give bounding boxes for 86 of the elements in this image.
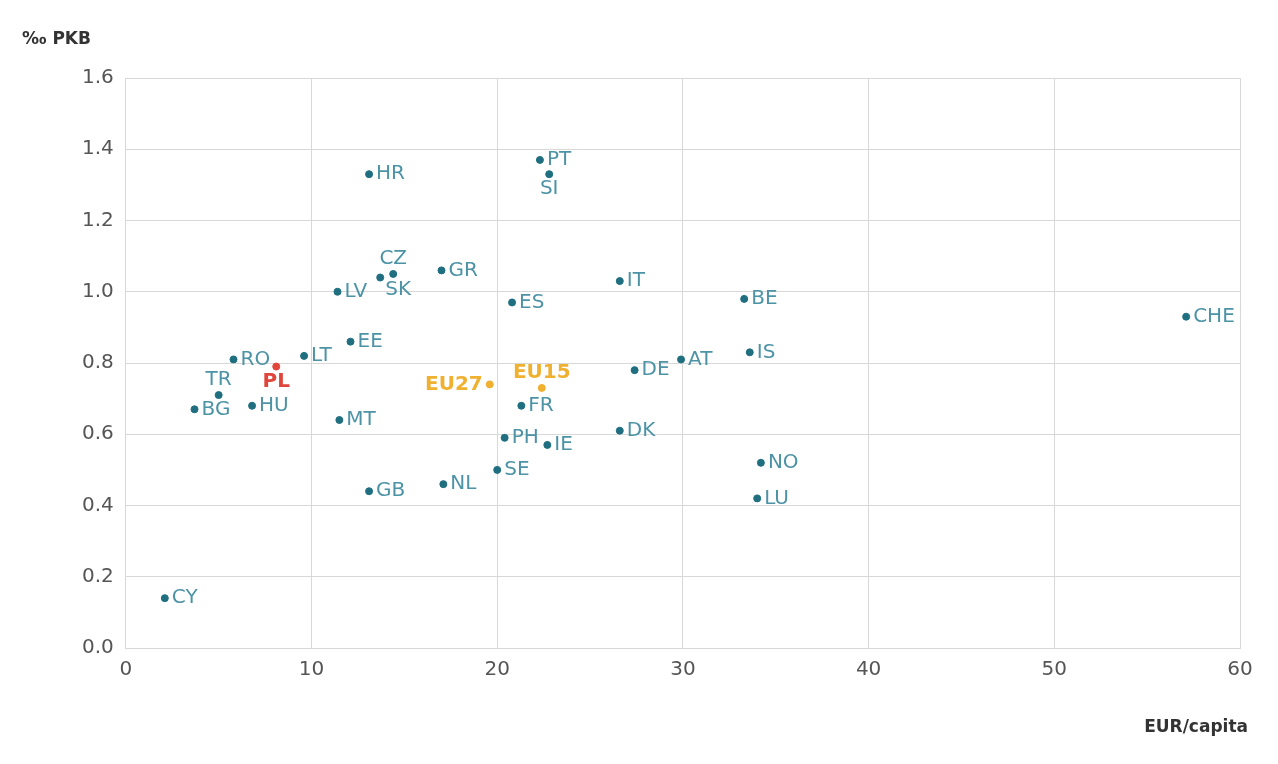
annotation: HU	[259, 391, 289, 416]
point	[365, 170, 374, 179]
annotation: HR	[376, 160, 406, 185]
point	[300, 351, 309, 360]
annotation: SK	[385, 275, 412, 300]
y-tick-label: 0.4	[81, 491, 114, 516]
y-tick-label: 1.4	[81, 135, 114, 160]
annotation: ES	[519, 288, 545, 313]
annotation: LV	[344, 277, 368, 302]
annotation: IE	[554, 431, 573, 456]
point	[335, 416, 344, 424]
point	[485, 380, 494, 389]
x-tick-label: 20	[484, 656, 510, 681]
annotation: AT	[688, 345, 714, 370]
annotation: NO	[767, 448, 799, 473]
point	[745, 348, 754, 357]
series-label: PL	[262, 367, 291, 392]
point	[630, 366, 639, 375]
point	[537, 383, 546, 392]
series-label: EU27	[425, 370, 483, 395]
point	[493, 465, 502, 474]
annotation: EE	[357, 327, 383, 352]
point	[214, 391, 223, 400]
annotation: CY	[171, 584, 199, 609]
annotation: CZ	[379, 245, 408, 270]
annotation: PT	[546, 146, 572, 171]
annotation: FR	[528, 391, 554, 416]
x-axis-title: EUR/capita	[1144, 716, 1248, 736]
point	[545, 170, 554, 179]
point	[615, 426, 624, 435]
point	[500, 433, 509, 442]
x-tick-label: 50	[1041, 656, 1068, 681]
y-axis-title: ‰ PKB	[22, 28, 91, 48]
annotation: SI	[539, 175, 559, 200]
point	[677, 355, 686, 364]
point	[517, 401, 526, 410]
point	[190, 405, 199, 414]
annotation: CHE	[1193, 302, 1235, 327]
y-tick-label: 0.8	[81, 349, 114, 374]
y-tick-label: 0.2	[81, 562, 114, 587]
annotation: BE	[751, 285, 778, 310]
point	[376, 273, 385, 282]
point	[756, 458, 765, 467]
point	[389, 269, 398, 278]
x-tick-label: 40	[855, 656, 882, 681]
point	[535, 155, 544, 164]
point	[160, 594, 169, 603]
y-tick-label: 1.0	[81, 277, 114, 302]
annotation: IT	[626, 267, 646, 292]
annotation: DK	[626, 416, 657, 441]
annotation: IS	[756, 338, 776, 363]
y-tick-label: 0.0	[81, 634, 114, 659]
annotation: SE	[504, 456, 530, 481]
y-tick-label: 1.2	[81, 206, 114, 231]
annotation: NL	[450, 470, 478, 495]
point	[753, 494, 762, 503]
y-tick-label: 0.6	[81, 420, 114, 445]
annotation: GB	[376, 477, 406, 502]
point	[543, 440, 552, 449]
point	[439, 480, 448, 489]
point	[508, 298, 517, 307]
series-label: EU15	[512, 359, 571, 384]
x-tick-label: 10	[298, 656, 325, 681]
annotation: DE	[641, 356, 670, 381]
point	[615, 277, 624, 286]
annotation: TR	[204, 366, 232, 391]
y-tick-label: 1.6	[81, 64, 114, 89]
annotation: GR	[448, 256, 478, 281]
x-tick-label: 60	[1227, 656, 1253, 681]
point	[740, 294, 749, 303]
annotation: LU	[764, 484, 789, 509]
annotation: PH	[511, 424, 539, 449]
point	[229, 355, 238, 364]
x-tick-label: 30	[670, 656, 696, 681]
point	[437, 266, 446, 275]
annotation: BG	[201, 395, 231, 420]
annotation: LT	[311, 342, 333, 367]
point	[365, 487, 374, 496]
annotation: RO	[240, 345, 271, 370]
annotation: MT	[346, 406, 377, 431]
point	[346, 337, 355, 346]
x-tick-label: 0	[119, 656, 133, 681]
point	[333, 287, 342, 296]
point	[272, 362, 281, 371]
point	[1182, 312, 1191, 321]
point	[248, 401, 257, 410]
